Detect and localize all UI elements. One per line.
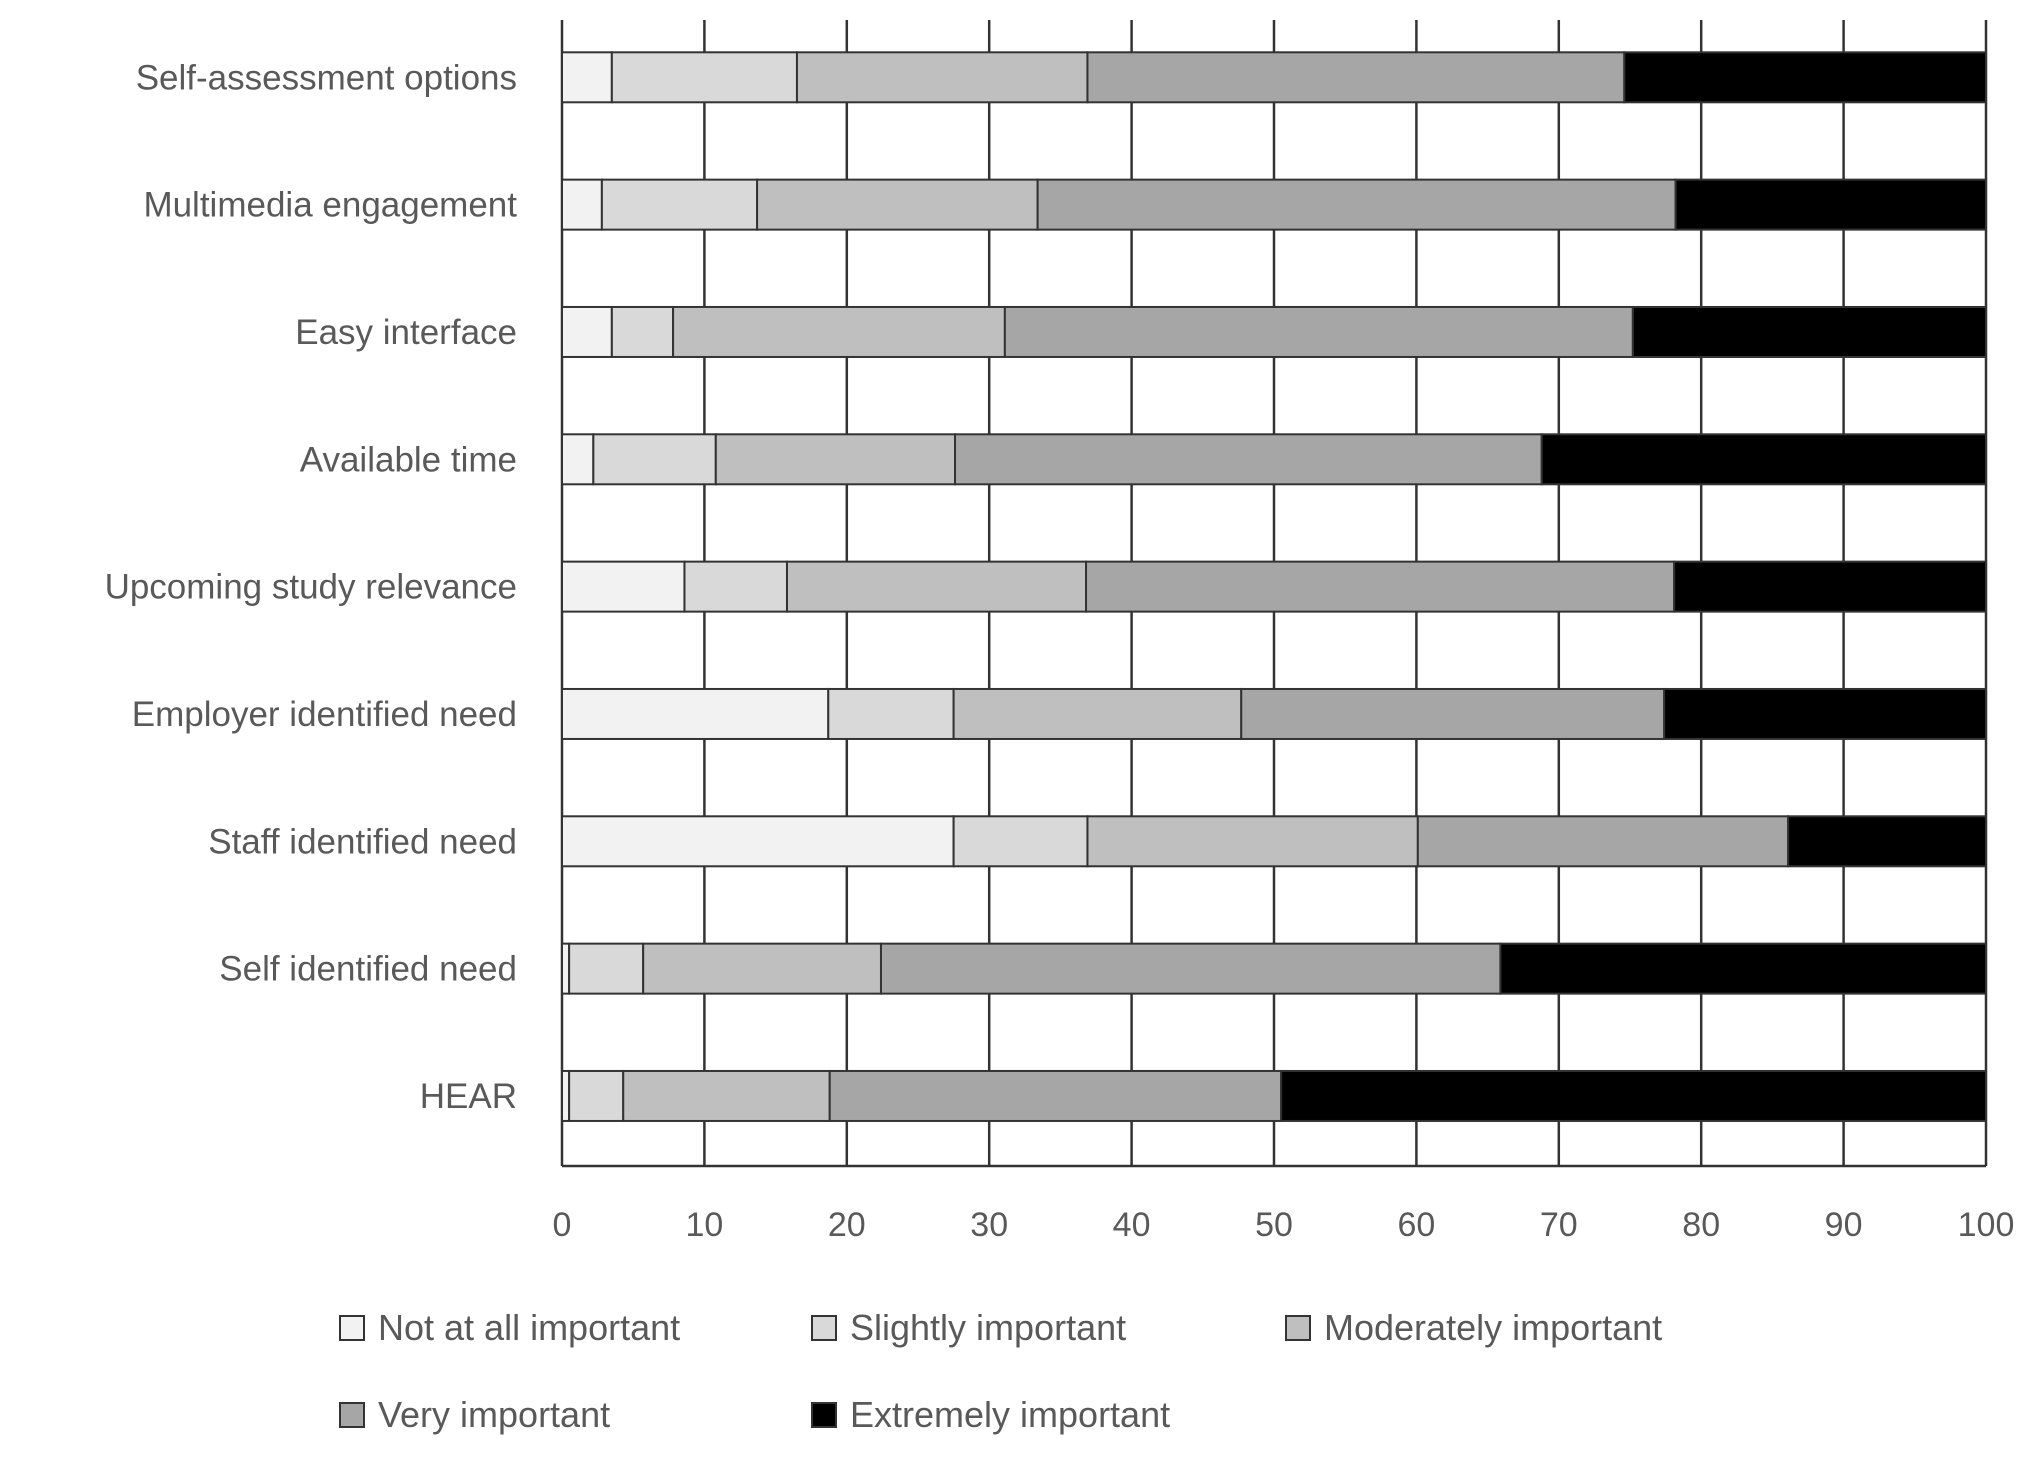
category-label: HEAR [420,1077,517,1116]
x-tick-label: 10 [685,1206,723,1244]
bar-segment [600,178,759,231]
bar-segment [1673,560,1988,613]
bar-segment [568,942,645,995]
bar-segment [954,433,1543,486]
x-tick-label: 20 [828,1206,866,1244]
legend-label: Very important [378,1394,610,1435]
bar-segment [879,942,1502,995]
legend-label: Not at all important [378,1307,680,1348]
bar-segment [610,305,675,358]
x-tick-label: 60 [1397,1206,1435,1244]
legend-label: Extremely important [850,1394,1170,1435]
bar-segment [1787,815,1987,868]
legend-swatch [1285,1315,1311,1341]
bar-segment [683,560,788,613]
category-label: Easy interface [295,313,517,352]
bar-segment [672,305,1006,358]
category-label: Staff identified need [208,822,517,861]
bar-segment [561,942,571,995]
bar-segment [785,560,1088,613]
bar-segment [568,1069,625,1122]
bar-segment [952,687,1243,740]
bar-segment [828,1069,1283,1122]
bar-segment [561,560,686,613]
bar-segment [561,178,603,231]
bar-segment [756,178,1039,231]
bar-segment [1631,305,1988,358]
bar-segment [714,433,957,486]
bar-segment [1674,178,1987,231]
x-tick-label: 50 [1255,1206,1293,1244]
bar-segment [622,1069,831,1122]
x-tick-label: 70 [1540,1206,1578,1244]
x-tick-label: 80 [1682,1206,1720,1244]
bar-segment [592,433,717,486]
bar-segment [1663,687,1988,740]
legend-swatch [339,1402,365,1428]
category-label: Self-assessment options [136,58,517,97]
bar-segment [1280,1069,1987,1122]
bar-segment [561,433,595,486]
x-tick-label: 90 [1825,1206,1863,1244]
bar-segment [642,942,882,995]
bar-segment [795,51,1089,104]
bar-segment [1086,815,1419,868]
bar-segment [1499,942,1988,995]
category-label: Self identified need [219,950,517,989]
bar-segment [1623,51,1987,104]
category-label: Upcoming study relevance [105,568,517,607]
x-tick-label: 100 [1958,1206,2015,1244]
bar-segment [1540,433,1988,486]
bar-segment [561,687,830,740]
bar-segment [952,815,1089,868]
bar-segment [1085,560,1676,613]
category-label: Available time [300,440,517,479]
x-tick-label: 40 [1113,1206,1151,1244]
bar-segment [610,51,798,104]
category-label: Employer identified need [132,695,517,734]
legend-swatch [339,1315,365,1341]
legend-swatch [811,1402,837,1428]
bar-segment [1036,178,1677,231]
bar-segment [827,687,955,740]
bar-segment [1086,51,1626,104]
x-tick-label: 30 [970,1206,1008,1244]
legend-label: Moderately important [1324,1307,1662,1348]
x-tick-label: 0 [553,1206,572,1244]
bar-segment [561,1069,571,1122]
bar-segment [561,815,955,868]
bar-segment [1003,305,1634,358]
legend-label: Slightly important [850,1307,1126,1348]
legend-swatch [811,1315,837,1341]
category-label: Multimedia engagement [143,186,517,225]
bar-segment [561,305,613,358]
bar-segment [561,51,613,104]
bar-segment [1240,687,1666,740]
bar-segment [1416,815,1790,868]
